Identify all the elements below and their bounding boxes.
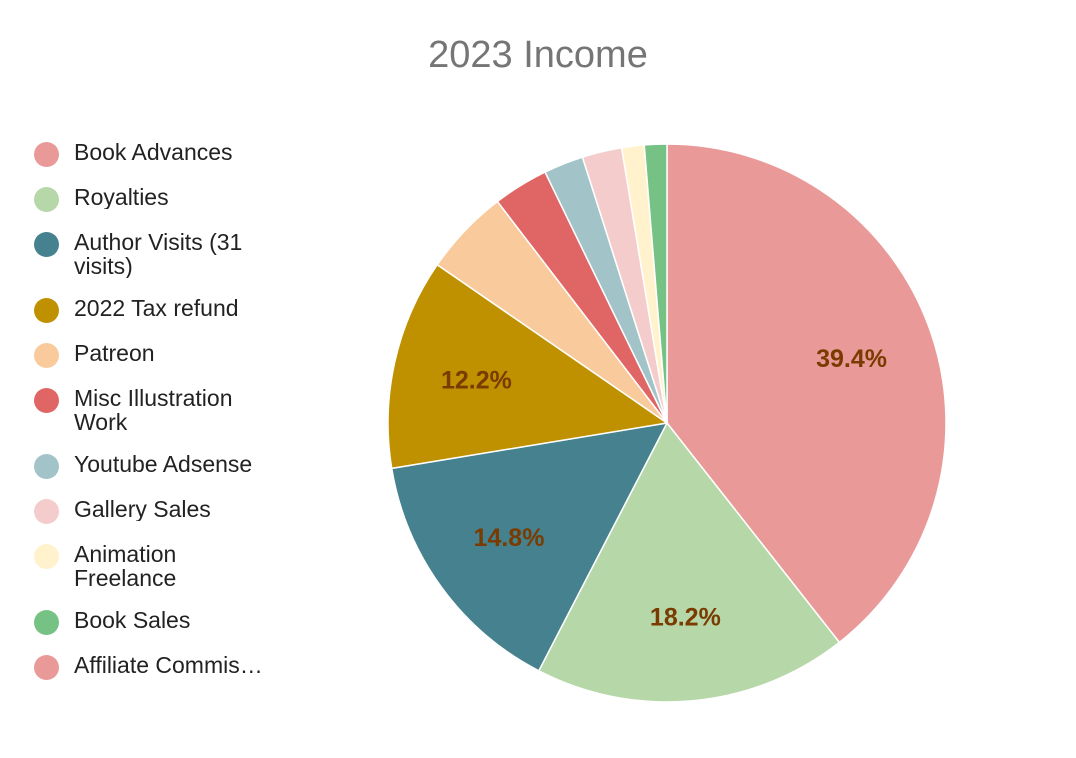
legend-item[interactable]: Youtube Adsense	[34, 452, 284, 479]
pie-slice[interactable]	[643, 143, 668, 424]
legend-swatch	[34, 610, 59, 635]
legend-item[interactable]: Affiliate Commis…	[34, 653, 284, 680]
legend-item[interactable]: Book Sales	[34, 608, 284, 635]
slice-data-label: 12.2%	[441, 366, 512, 394]
legend-item[interactable]: Author Visits (31 visits)	[34, 230, 284, 278]
chart-title: 2023 Income	[428, 34, 648, 76]
slice-data-label: 39.4%	[816, 345, 887, 373]
legend-swatch	[34, 142, 59, 167]
legend-swatch	[34, 655, 59, 680]
legend-item[interactable]: Patreon	[34, 341, 284, 368]
pie-slice[interactable]	[666, 143, 947, 644]
pie-slice[interactable]	[390, 422, 669, 672]
legend-swatch	[34, 298, 59, 323]
legend-item[interactable]: Book Advances	[34, 140, 284, 167]
legend-item[interactable]: Misc Illustration Work	[34, 386, 284, 434]
legend-swatch	[34, 388, 59, 413]
slice-data-label: 18.2%	[650, 603, 721, 631]
slice-data-label: 14.8%	[474, 524, 545, 552]
legend-swatch	[34, 232, 59, 257]
legend-item[interactable]: 2022 Tax refund	[34, 296, 284, 323]
legend-swatch	[34, 454, 59, 479]
legend-item[interactable]: Animation Freelance	[34, 542, 284, 590]
pie-slice[interactable]	[537, 421, 841, 703]
legend: Book Advances Royalties Author Visits (31 …	[34, 140, 284, 698]
legend-swatch	[34, 343, 59, 368]
legend-swatch	[34, 544, 59, 569]
legend-item[interactable]: Gallery Sales	[34, 497, 284, 524]
legend-swatch	[34, 187, 59, 212]
legend-item[interactable]: Royalties	[34, 185, 284, 212]
pie-slice[interactable]	[387, 263, 669, 470]
legend-swatch	[34, 499, 59, 524]
